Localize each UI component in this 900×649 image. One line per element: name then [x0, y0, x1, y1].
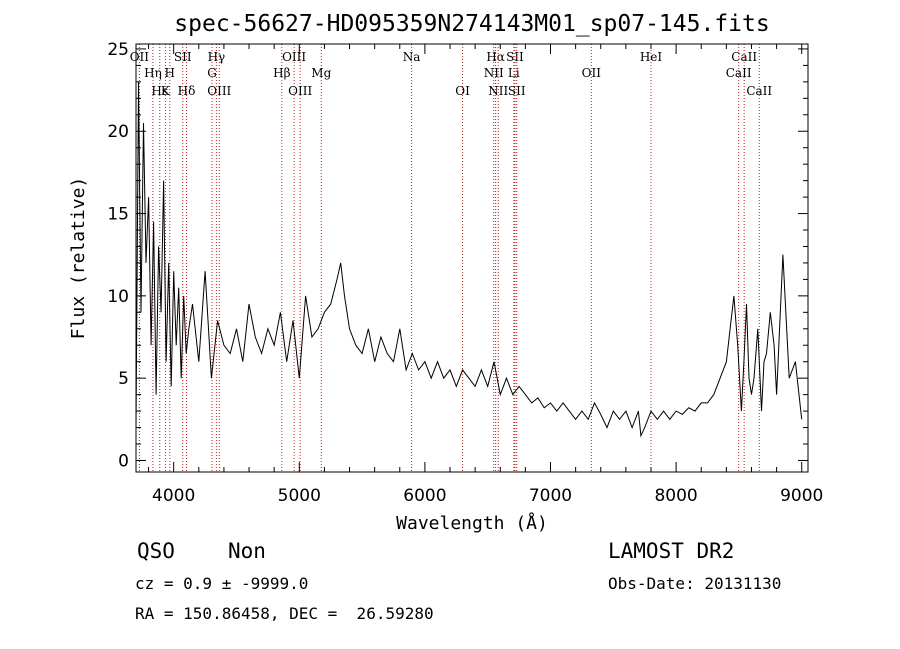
- line-label-4: H: [165, 66, 175, 80]
- axis-ticks: 4000 5000 6000 7000 8000 9000 0 5 10 15 20 25: [107, 40, 823, 506]
- x-tick-label-4: 8000: [654, 486, 697, 506]
- line-label-2: Hε: [151, 84, 168, 98]
- redshift-cz: cz = 0.9 ± -9999.0: [135, 574, 309, 593]
- spectrum-line-0: [135, 81, 803, 438]
- y-tick-label-5: 25: [107, 40, 129, 60]
- line-label-8: G: [207, 66, 217, 80]
- line-label-22: OII: [582, 66, 602, 80]
- y-tick-label-2: 10: [107, 287, 129, 307]
- x-tick-label-1: 5000: [278, 486, 321, 506]
- x-tick-label-0: 4000: [152, 486, 195, 506]
- line-label-21: SII: [508, 84, 526, 98]
- line-label-24: CaII: [731, 50, 757, 64]
- line-label-17: NII: [484, 66, 504, 80]
- line-label-19: SII: [506, 50, 524, 64]
- x-tick-label-3: 7000: [529, 486, 572, 506]
- line-label-20: Li: [508, 66, 520, 80]
- y-tick-label-3: 15: [107, 205, 129, 225]
- coordinates: RA = 150.86458, DEC = 26.59280: [135, 604, 434, 623]
- line-label-7: Hγ: [208, 50, 226, 64]
- x-axis-label: Wavelength (Å): [396, 512, 548, 534]
- line-label-6: Hδ: [178, 84, 196, 98]
- object-subclass: Non: [228, 539, 266, 563]
- line-label-25: CaII: [726, 66, 752, 80]
- chart-title: spec-56627-HD095359N274143M01_sp07-145.f…: [174, 11, 769, 37]
- y-tick-label-4: 20: [107, 122, 129, 142]
- y-tick-label-0: 0: [118, 451, 129, 471]
- line-label-16: Hα: [486, 50, 505, 64]
- line-label-26: CaII: [746, 84, 772, 98]
- line-label-23: HeI: [640, 50, 663, 64]
- y-axis-label: Flux (relative): [68, 177, 89, 340]
- line-label-10: Hβ: [273, 66, 290, 80]
- y-tick-label-1: 5: [118, 369, 129, 389]
- line-label-13: Mg: [311, 66, 331, 80]
- survey-name: LAMOST DR2: [608, 539, 735, 563]
- x-tick-label-2: 6000: [403, 486, 446, 506]
- line-label-14: Na: [403, 50, 421, 64]
- line-label-11: OIII: [282, 50, 306, 64]
- line-label-9: OIII: [207, 84, 231, 98]
- line-label-12: OIII: [288, 84, 312, 98]
- line-label-18: NII: [488, 84, 508, 98]
- line-label-15: OI: [455, 84, 470, 98]
- line-label-1: Hη: [144, 66, 162, 80]
- x-tick-label-5: 9000: [780, 486, 823, 506]
- line-label-0: OII: [130, 50, 150, 64]
- spectrum-series: [135, 81, 803, 438]
- object-class: QSO: [137, 539, 175, 563]
- observation-date: Obs-Date: 20131130: [608, 574, 782, 593]
- plot-frame: [135, 43, 809, 473]
- line-label-5: SII: [174, 50, 192, 64]
- line-label-3: K: [161, 84, 171, 98]
